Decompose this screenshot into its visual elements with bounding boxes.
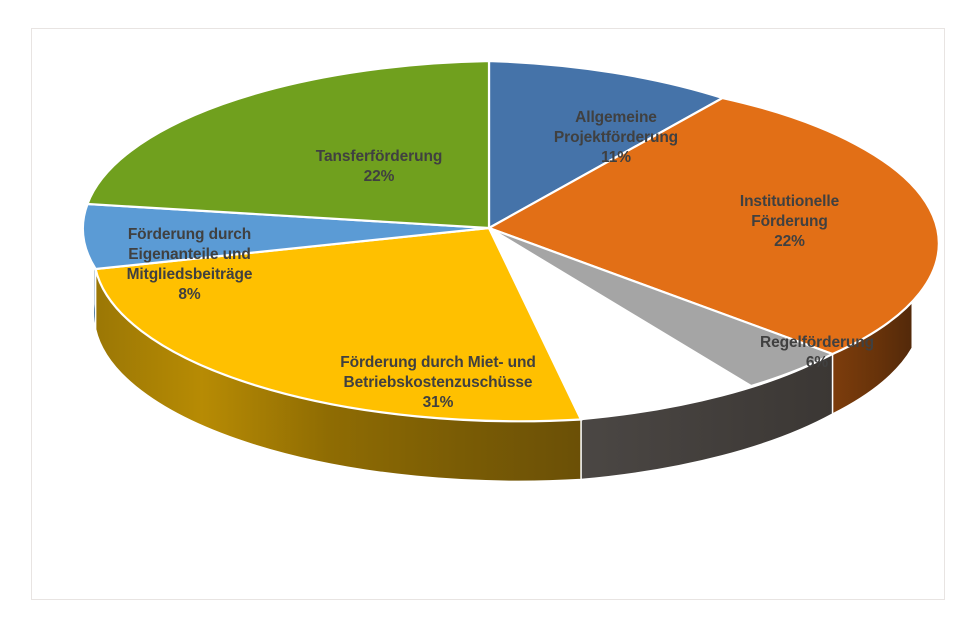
pie-label-institutionelle-foerderung: Institutionelle Förderung 22% — [739, 193, 840, 251]
pie-slice-regelfoerderung[interactable] — [488, 226, 836, 388]
pie-slice-institutionelle-foerderung[interactable] — [486, 96, 940, 356]
pie-label-eigenanteile-mitgliedsbeitraege: Förderung durch Eigenanteile und Mitglie… — [126, 226, 253, 304]
pie-label-miet-und-betriebskostenzuschuesse: Förderung durch Miet- und Betriebskosten… — [340, 354, 536, 412]
pie-chart-3d — [81, 59, 940, 482]
chart-frame: Allgemeine Projektförderung 11% Institut… — [31, 28, 945, 600]
pie-label-tansferfoerderung: Tansferförderung 22% — [315, 148, 443, 186]
pie-label-regelfoerderung: Regelförderung 6% — [760, 334, 874, 372]
pie-slice-miet-und-betriebskostenzuschuesse[interactable] — [94, 226, 583, 423]
pie-slice-tansferfoerderung[interactable] — [85, 59, 491, 230]
pie-label-allgemeine-projektfoerderung: Allgemeine Projektförderung 11% — [553, 109, 679, 167]
pie-slice-eigenanteile-mitgliedsbeitraege[interactable] — [81, 202, 490, 271]
pie-slice-allgemeine-projektfoerderung[interactable] — [487, 59, 726, 230]
